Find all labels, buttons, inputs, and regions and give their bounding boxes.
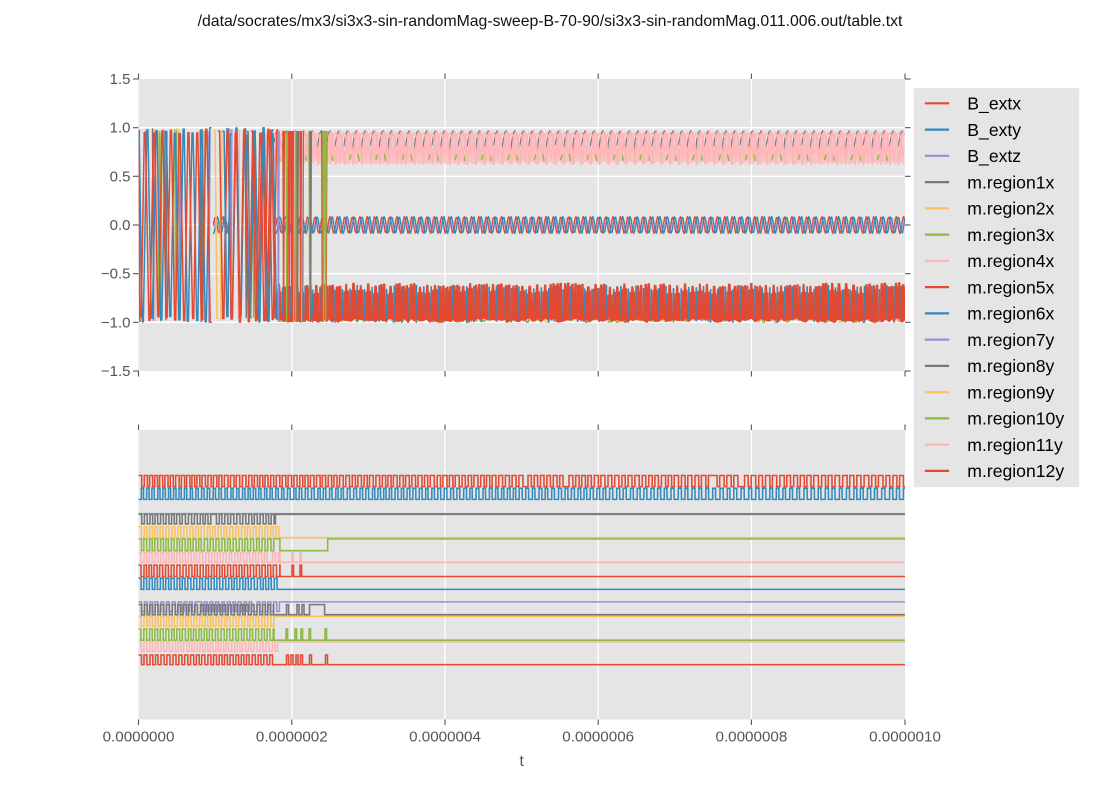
svg-text:m.region5x: m.region5x (967, 277, 1054, 297)
svg-text:0.0000006: 0.0000006 (562, 729, 634, 746)
svg-text:m.region6x: m.region6x (967, 304, 1054, 324)
svg-text:1.0: 1.0 (110, 120, 131, 137)
svg-text:t: t (520, 753, 525, 770)
svg-text:/data/socrates/mx3/si3x3-sin-r: /data/socrates/mx3/si3x3-sin-randomMag-s… (198, 13, 903, 30)
svg-text:m.region11y: m.region11y (967, 435, 1063, 455)
svg-text:m.region12y: m.region12y (967, 461, 1064, 481)
svg-text:−0.5: −0.5 (101, 266, 131, 283)
svg-text:1.5: 1.5 (110, 71, 131, 88)
svg-text:0.5: 0.5 (110, 168, 131, 185)
svg-text:0.0000000: 0.0000000 (103, 729, 175, 746)
svg-text:m.region1x: m.region1x (967, 172, 1054, 192)
svg-text:0.0000010: 0.0000010 (869, 729, 941, 746)
svg-text:0.0: 0.0 (110, 217, 131, 234)
svg-text:−1.0: −1.0 (101, 314, 131, 331)
svg-text:B_extz: B_extz (967, 146, 1021, 167)
svg-text:m.region10y: m.region10y (967, 409, 1064, 429)
svg-text:0.0000002: 0.0000002 (256, 729, 328, 746)
svg-text:0.0000004: 0.0000004 (409, 729, 481, 746)
svg-text:m.region3x: m.region3x (967, 225, 1054, 245)
svg-text:B_extx: B_extx (967, 94, 1021, 115)
svg-text:0.0000008: 0.0000008 (716, 729, 788, 746)
svg-text:B_exty: B_exty (967, 120, 1021, 141)
svg-text:m.region9y: m.region9y (967, 383, 1054, 403)
svg-text:−1.5: −1.5 (101, 363, 131, 380)
svg-text:m.region8y: m.region8y (967, 356, 1054, 376)
svg-text:m.region7y: m.region7y (967, 330, 1054, 350)
svg-text:m.region4x: m.region4x (967, 251, 1054, 271)
svg-text:m.region2x: m.region2x (967, 199, 1054, 219)
